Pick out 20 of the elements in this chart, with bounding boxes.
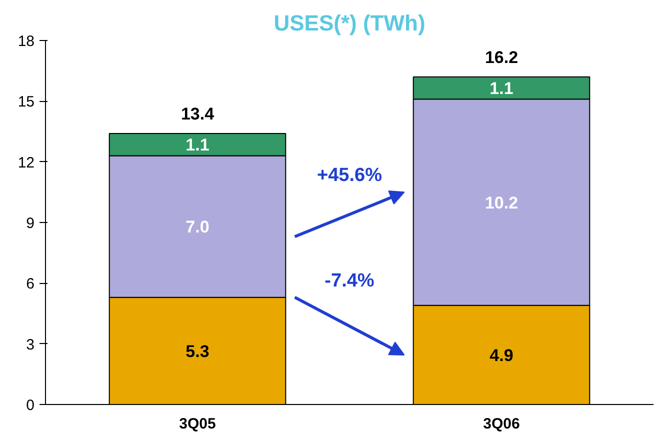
data-label: 4.9	[490, 346, 514, 365]
data-label: 10.2	[484, 193, 518, 212]
y-tick-label: 18	[18, 33, 35, 50]
x-tick-label: 3Q05	[179, 416, 216, 432]
y-tick-label: 3	[26, 336, 34, 354]
y-tick-label: 6	[26, 276, 34, 293]
annotation: +45.6%	[317, 165, 382, 186]
data-label: 1.1	[490, 79, 514, 98]
total-label: 16.2	[484, 48, 518, 67]
data-label: 7.0	[186, 218, 210, 237]
total-label: 13.4	[180, 104, 215, 124]
x-tick-label: 3Q06	[483, 416, 520, 432]
y-tick-label: 0	[26, 397, 34, 414]
data-label: 5.3	[186, 342, 210, 361]
data-label: 1.1	[186, 136, 210, 155]
y-tick-label: 15	[18, 94, 35, 111]
y-tick-label: 9	[26, 215, 34, 232]
chart-title: USES(*) (TWh)	[274, 10, 426, 36]
annotation: -7.4%	[324, 270, 374, 292]
y-tick-label: 12	[18, 154, 35, 172]
